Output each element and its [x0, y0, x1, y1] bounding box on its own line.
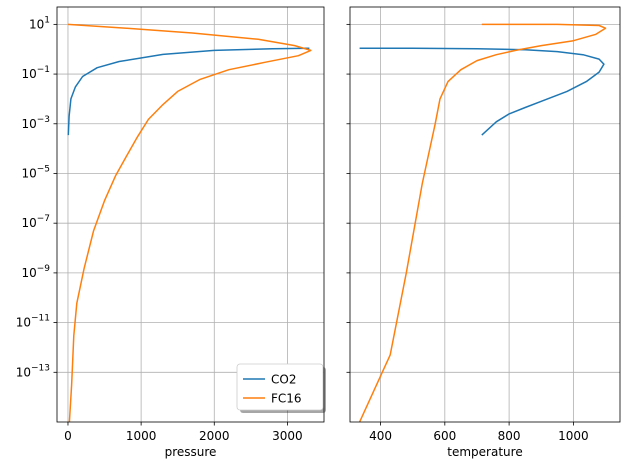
- pressure-y-tick-label: 10−7: [21, 214, 50, 230]
- pressure-series-co2: [67, 47, 310, 136]
- pressure-x-ticks: 0 1000 2000 3000: [64, 422, 303, 443]
- pressure-x-tick-label: 2000: [199, 429, 230, 443]
- pressure-y-tick-label: 10−13: [16, 363, 50, 379]
- legend: CO2 FC16: [236, 363, 326, 413]
- pressure-axes: 0 1000 2000 3000 101 10−1 10−3 10−5 10−7 10−9 10−…: [16, 6, 326, 459]
- pressure-x-axis-label: pressure: [165, 445, 217, 459]
- pressure-y-tick-label: 101: [29, 15, 50, 31]
- legend-label-fc16: FC16: [271, 392, 302, 406]
- pressure-y-tick-label: 10−1: [21, 65, 50, 81]
- pressure-y-tick-label: 10−5: [21, 164, 50, 180]
- temperature-x-tick-label: 600: [433, 429, 456, 443]
- temperature-x-tick-label: 800: [498, 429, 521, 443]
- pressure-x-tick-label: 3000: [272, 429, 303, 443]
- pressure-series-fc16: [67, 23, 312, 422]
- temperature-x-tick-label: 1000: [558, 429, 589, 443]
- temperature-x-tick-label: 400: [369, 429, 392, 443]
- temperature-series-co2: [359, 47, 605, 136]
- temperature-series-fc16: [358, 23, 607, 422]
- pressure-y-tick-label: 10−3: [21, 115, 50, 131]
- pressure-axes-series: [67, 23, 312, 422]
- pressure-y-ticks: 101 10−1 10−3 10−5 10−7 10−9 10−11 10−13: [16, 15, 57, 379]
- pressure-x-tick-label: 1000: [126, 429, 157, 443]
- temperature-x-axis-label: temperature: [447, 445, 522, 459]
- pressure-x-tick-label: 0: [64, 429, 72, 443]
- pressure-y-tick-label: 10−11: [16, 314, 50, 330]
- pressure-axes-grid: [57, 7, 324, 422]
- temperature-axes-frame: [349, 6, 621, 423]
- temperature-y-ticks: [346, 23, 350, 373]
- temperature-axes-series: [358, 23, 607, 422]
- legend-label-co2: CO2: [271, 373, 296, 387]
- temperature-x-ticks: 400 600 800 1000: [369, 422, 589, 443]
- pressure-y-tick-label: 10−9: [21, 264, 50, 280]
- pressure-axes-frame: [56, 6, 325, 423]
- temperature-axes: 400 600 800 1000 temperature: [346, 6, 621, 459]
